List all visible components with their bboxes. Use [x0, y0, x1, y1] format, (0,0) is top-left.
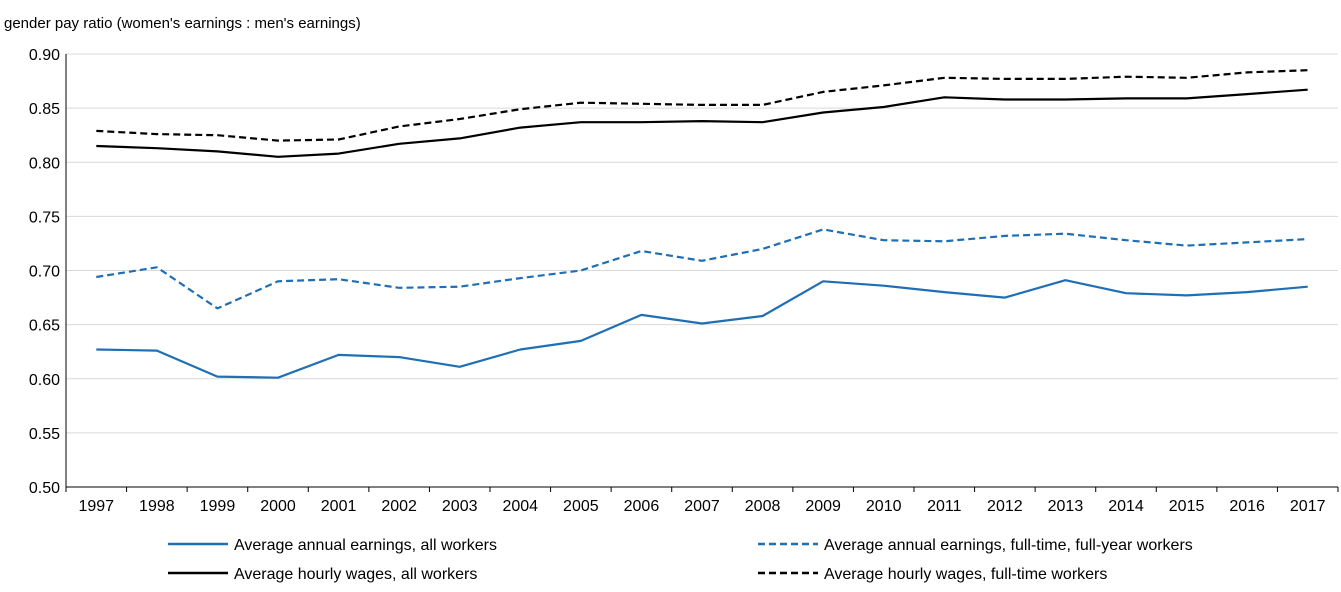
x-tick-label: 2004: [502, 498, 538, 515]
x-tick-label: 2003: [442, 498, 478, 515]
y-tick-label: 0.50: [29, 480, 60, 497]
axes: 0.50 0.55 0.60 0.65 0.70 0.75 0.80 0.85 0.90 1997…: [29, 47, 1339, 515]
x-tick-label: 2012: [987, 498, 1023, 515]
x-tick-label: 2005: [563, 498, 599, 515]
y-tick-label: 0.55: [29, 426, 60, 443]
x-tick-label: 2010: [866, 498, 902, 515]
legend: Average annual earnings, all workers Aver…: [168, 537, 1193, 583]
y-tick-label: 0.65: [29, 318, 60, 335]
series-line-1: [96, 279, 1308, 379]
y-axis-title: gender pay ratio (women's earnings : men…: [4, 15, 361, 32]
series-line-3: [96, 88, 1308, 158]
legend-label: Average annual earnings, full-time, full…: [824, 537, 1193, 554]
x-tick-label: 2001: [321, 498, 357, 515]
x-tick-label: 2016: [1229, 498, 1265, 515]
legend-label: Average hourly wages, full-time workers: [824, 566, 1107, 583]
series-lines: [96, 69, 1308, 379]
x-tick-label: 2000: [260, 498, 296, 515]
gridlines: [66, 53, 1338, 434]
x-tick-label: 2011: [927, 498, 962, 515]
x-tick-label: 2008: [745, 498, 781, 515]
x-tick-label: 2013: [1048, 498, 1084, 515]
x-tick-label: 1998: [139, 498, 175, 515]
series-line-2: [96, 228, 1308, 310]
series-line-4: [96, 69, 1308, 142]
y-tick-label: 0.90: [29, 47, 60, 64]
x-tick-label: 1997: [78, 498, 114, 515]
y-tick-label: 0.70: [29, 264, 60, 281]
x-tick-label: 2014: [1108, 498, 1144, 515]
y-tick-label: 0.60: [29, 372, 60, 389]
y-tick-label: 0.75: [29, 209, 60, 226]
x-tick-label: 1999: [200, 498, 236, 515]
legend-item: Average hourly wages, full-time workers: [758, 566, 1107, 583]
y-tick-label: 0.80: [29, 155, 60, 172]
legend-label: Average hourly wages, all workers: [234, 566, 477, 583]
x-tick-label: 2006: [624, 498, 660, 515]
y-tick-label: 0.85: [29, 101, 60, 118]
x-tick-label: 2009: [805, 498, 841, 515]
legend-item: Average hourly wages, all workers: [168, 566, 477, 583]
x-tick-label: 2017: [1290, 498, 1326, 515]
legend-item: Average annual earnings, full-time, full…: [758, 537, 1193, 554]
x-tick-label: 2002: [381, 498, 417, 515]
legend-label: Average annual earnings, all workers: [234, 537, 497, 554]
x-tick-label: 2015: [1169, 498, 1205, 515]
x-tick-label: 2007: [684, 498, 720, 515]
legend-item: Average annual earnings, all workers: [168, 537, 497, 554]
